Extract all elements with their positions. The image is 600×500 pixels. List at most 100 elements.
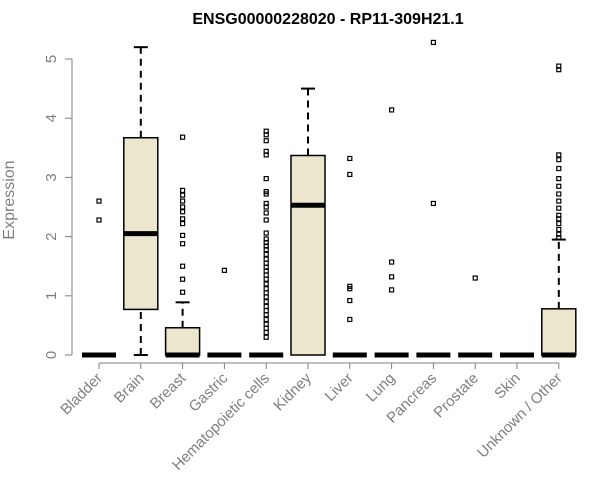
- box-liver: [332, 155, 367, 358]
- box-lung: [374, 107, 409, 358]
- y-tick-label: 5: [43, 55, 60, 63]
- outlier-point: [263, 138, 269, 144]
- outlier-point: [263, 334, 269, 340]
- outlier-point: [389, 274, 395, 280]
- box-body: [164, 327, 201, 356]
- box-body: [541, 308, 577, 356]
- outlier-point: [263, 325, 269, 331]
- boxes-layer: [82, 39, 577, 358]
- box-hematopoietic-cells: [249, 128, 284, 358]
- outlier-point: [263, 312, 269, 318]
- outlier-point: [556, 226, 562, 233]
- outlier-point: [263, 276, 269, 282]
- y-tick-label: 0: [43, 351, 60, 359]
- outlier-point: [180, 209, 186, 215]
- outlier-point: [263, 217, 269, 223]
- outlier-point: [389, 287, 395, 293]
- outlier-point: [180, 192, 186, 198]
- y-tick-label: 3: [43, 173, 60, 181]
- x-tick-label: Prostate: [430, 370, 482, 422]
- outlier-point: [180, 289, 186, 295]
- outlier-point: [263, 132, 269, 138]
- box-body: [290, 154, 326, 356]
- box-kidney: [290, 87, 326, 356]
- outlier-point: [556, 235, 562, 241]
- outlier-point: [96, 198, 102, 204]
- chart-title: ENSG00000228020 - RP11-309H21.1: [192, 11, 463, 28]
- outlier-point: [347, 316, 353, 323]
- outlier-point: [263, 152, 269, 158]
- outlier-point: [263, 290, 269, 296]
- box-pancreas: [416, 39, 451, 358]
- y-tick-label: 1: [43, 292, 60, 300]
- outlier-point: [263, 256, 269, 262]
- outlier-point: [263, 272, 269, 278]
- outlier-point: [556, 183, 562, 189]
- box-body: [123, 136, 159, 311]
- box-breast: [164, 134, 201, 358]
- outlier-point: [347, 155, 353, 162]
- outlier-point: [556, 67, 562, 73]
- outlier-point: [430, 39, 436, 46]
- x-tick-label: Bladder: [57, 370, 106, 419]
- outlier-point: [180, 263, 186, 269]
- outlier-point: [263, 281, 269, 287]
- outlier-point: [263, 251, 269, 257]
- x-tick-label: Lung: [363, 370, 399, 406]
- outlier-point: [180, 198, 186, 204]
- outlier-point: [556, 220, 562, 227]
- outlier-point: [180, 187, 186, 194]
- outlier-point: [180, 134, 186, 140]
- outlier-point: [96, 217, 102, 223]
- x-tick-label: Breast: [147, 369, 190, 412]
- outlier-point: [180, 241, 186, 247]
- outlier-point: [263, 210, 269, 216]
- outlier-point: [263, 286, 269, 292]
- outlier-point: [556, 205, 562, 211]
- box-brain: [123, 46, 159, 356]
- outlier-point: [389, 259, 395, 265]
- outlier-point: [263, 303, 269, 310]
- outlier-point: [263, 294, 269, 300]
- outlier-point: [263, 247, 269, 253]
- outlier-point: [430, 200, 436, 207]
- outlier-point: [263, 175, 269, 182]
- y-axis-label: Expression: [1, 160, 18, 239]
- outlier-point: [263, 308, 269, 314]
- outlier-point: [556, 191, 562, 197]
- outlier-point: [263, 329, 269, 336]
- y-tick-label: 4: [43, 114, 60, 122]
- outlier-point: [180, 204, 186, 210]
- outlier-point: [472, 275, 478, 281]
- x-tick-label: Brain: [111, 370, 148, 407]
- outlier-point: [180, 232, 186, 239]
- outlier-point: [180, 216, 186, 222]
- outlier-point: [347, 286, 353, 292]
- x-tick-label: Skin: [491, 370, 524, 403]
- outlier-point: [263, 299, 269, 305]
- box-bladder: [82, 198, 116, 358]
- y-axis: 0 1 2 3 4 5: [43, 55, 73, 359]
- outlier-point: [263, 191, 269, 197]
- outlier-point: [263, 230, 269, 236]
- outlier-point: [263, 316, 269, 323]
- y-tick-label: 2: [43, 232, 60, 240]
- outlier-point: [263, 260, 269, 266]
- outlier-point: [556, 157, 562, 163]
- box-unknown-other: [541, 63, 577, 358]
- box-gastric: [207, 267, 242, 358]
- outlier-point: [263, 321, 269, 327]
- outlier-point: [556, 175, 562, 182]
- outlier-point: [180, 220, 186, 227]
- outlier-point: [389, 107, 395, 113]
- outlier-point: [180, 276, 186, 282]
- x-tick-label: Kidney: [270, 369, 315, 414]
- outlier-point: [556, 165, 562, 172]
- outlier-point: [347, 171, 353, 178]
- x-tick-label: Liver: [322, 370, 357, 405]
- box-prostate: [458, 275, 493, 358]
- outlier-point: [221, 267, 227, 273]
- outlier-point: [556, 152, 562, 158]
